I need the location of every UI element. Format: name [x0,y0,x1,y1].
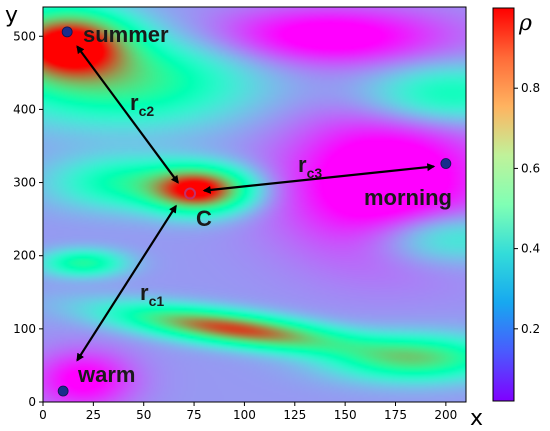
plot-frame [42,6,467,403]
colorbar-label: ρ [518,11,532,36]
x-tick-label: 50 [136,408,151,422]
colorbar: 0.2 0.4 0.6 0.8 ρ [492,7,540,402]
colorbar-tick-label: 0.4 [521,242,540,256]
colorbar-tick-label: 0.6 [521,161,540,175]
x-axis-ticks: 0 25 50 75 100 125 150 175 200 [39,402,457,422]
point-label-c: C [196,206,212,231]
y-tick-label: 300 [13,176,36,190]
colorbar-tick-label: 0.2 [521,322,540,336]
x-tick-label: 175 [384,408,407,422]
y-tick-label: 400 [13,102,36,116]
colorbar-ticks: 0.2 0.4 0.6 0.8 [514,81,540,336]
point-summer [61,26,73,38]
point-c [184,187,197,200]
x-axis-label: x [470,406,483,431]
arrow-c2 [76,45,179,184]
y-tick-label: 100 [13,322,36,336]
x-tick-label: 150 [334,408,357,422]
x-tick-label: 25 [86,408,101,422]
colorbar-tick-label: 0.8 [521,81,540,95]
x-tick-label: 0 [39,408,47,422]
arrow-c1 [76,204,177,362]
x-tick-label: 200 [434,408,457,422]
y-axis-label: y [5,3,18,28]
x-tick-label: 125 [283,408,306,422]
data-points: summer warm morning C [57,22,452,397]
point-label-summer: summer [83,22,169,47]
point-label-warm: warm [77,362,135,387]
y-tick-label: 0 [28,395,36,409]
y-tick-label: 200 [13,249,36,263]
x-tick-label: 100 [233,408,256,422]
point-label-morning: morning [364,185,452,210]
point-warm [57,385,69,397]
colorbar-gradient [492,7,515,402]
y-tick-label: 500 [13,29,36,43]
point-morning [440,158,452,169]
y-axis-ticks: 0 100 200 300 400 500 [13,29,43,409]
x-tick-label: 75 [186,408,201,422]
arrow-c3 [202,163,436,194]
